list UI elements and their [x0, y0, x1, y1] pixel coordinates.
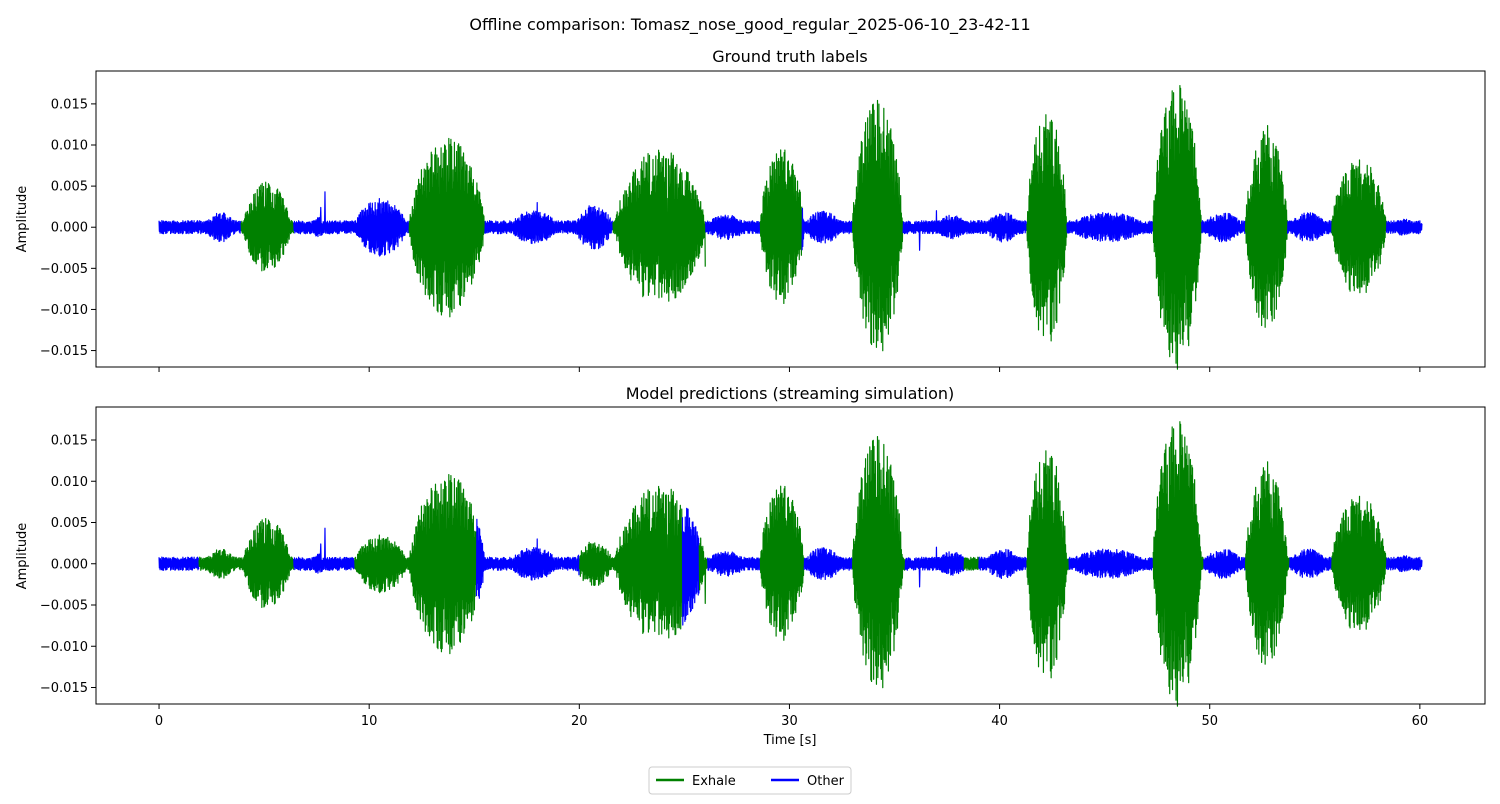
trace-segment-exhale [698, 537, 708, 604]
x-tick-label: 0 [155, 714, 163, 729]
x-tick-label: 60 [1412, 714, 1429, 729]
trace-segment-other [1289, 548, 1333, 578]
trace-segment-other [803, 547, 853, 581]
trace-segment-other [904, 546, 965, 588]
axes-frame-model-predictions [95, 406, 1486, 705]
trace-segment-other [705, 214, 761, 241]
trace-segment-other [681, 507, 700, 626]
y-tick-label: 0.015 [51, 97, 88, 112]
trace-segment-exhale [354, 474, 477, 655]
y-tick-label: 0.000 [51, 221, 88, 236]
axes-frame-ground-truth [95, 70, 1486, 368]
x-tick-label: 20 [571, 714, 588, 729]
trace-segment-other [1385, 218, 1423, 236]
trace-segment-exhale [851, 435, 906, 689]
trace-segment-other [293, 191, 410, 257]
trace-segment-other [293, 527, 356, 574]
trace-segment-exhale [198, 518, 294, 608]
x-tick-label: 30 [781, 714, 798, 729]
x-tick-label: 50 [1201, 714, 1218, 729]
x-ticks-model-predictions: 0 10 20 30 40 50 60 [155, 704, 1428, 729]
traces-ground-truth [158, 85, 1423, 370]
y-tick-label: 0.000 [51, 557, 88, 572]
panel-title-model-predictions: Model predictions (streaming simulation) [626, 384, 955, 403]
y-tick-label: 0.015 [51, 434, 88, 449]
panel-title-ground-truth: Ground truth labels [712, 47, 867, 66]
trace-segment-exhale [759, 149, 803, 305]
trace-segment-exhale [851, 99, 904, 352]
panel-ground-truth: Ground truth labels Amplitude −0.015−0.0… [15, 47, 1486, 372]
trace-segment-other [902, 210, 1028, 251]
legend-label-exhale: Exhale [692, 774, 736, 789]
trace-segment-other [1068, 548, 1154, 579]
y-tick-label: 0.010 [51, 475, 88, 490]
y-tick-label: −0.015 [40, 344, 88, 359]
y-axis-label-model-predictions: Amplitude [15, 523, 30, 590]
y-ticks-model-predictions: −0.015 −0.010 −0.005 0.000 0.005 0.010 0.015 [40, 434, 96, 696]
trace-segment-other [978, 548, 1028, 580]
trace-segment-exhale [1152, 85, 1202, 370]
trace-segment-other [707, 551, 761, 577]
y-tick-label: −0.015 [40, 681, 88, 696]
x-axis-label: Time [s] [763, 733, 817, 748]
figure-title: Offline comparison: Tomasz_nose_good_reg… [469, 15, 1030, 35]
legend-label-other: Other [807, 774, 845, 789]
trace-segment-other [1385, 555, 1423, 573]
y-tick-label: 0.005 [51, 516, 88, 531]
trace-segment-exhale [1026, 450, 1070, 679]
trace-segment-exhale [759, 485, 805, 641]
trace-segment-exhale [1331, 495, 1387, 630]
panel-model-predictions: Model predictions (streaming simulation)… [15, 384, 1486, 748]
x-tick-label: 40 [991, 714, 1008, 729]
legend: Exhale Other [648, 766, 852, 795]
trace-segment-exhale [963, 556, 980, 571]
trace-segment-exhale [1152, 421, 1204, 707]
y-tick-label: −0.010 [40, 303, 88, 318]
legend-frame [648, 766, 852, 795]
trace-segment-exhale [579, 485, 683, 639]
trace-segment-exhale [1244, 461, 1290, 665]
trace-segment-other [158, 556, 200, 571]
y-tick-label: −0.005 [40, 262, 88, 277]
trace-segment-other [158, 212, 242, 243]
y-tick-label: 0.010 [51, 139, 88, 154]
trace-segment-other [1201, 212, 1246, 243]
trace-segment-other [484, 201, 614, 250]
y-tick-label: 0.005 [51, 180, 88, 195]
x-tick-label: 10 [361, 714, 378, 729]
y-tick-label: −0.005 [40, 599, 88, 614]
trace-segment-exhale [1026, 114, 1068, 342]
trace-segment-exhale [1244, 125, 1288, 328]
trace-segment-exhale [1331, 159, 1387, 294]
y-axis-label-ground-truth: Amplitude [15, 186, 30, 253]
trace-segment-other [475, 518, 580, 599]
x-ticks-ground-truth [158, 367, 1421, 372]
trace-segment-other [801, 207, 853, 251]
trace-segment-exhale [240, 181, 294, 272]
trace-segment-other [1066, 212, 1154, 243]
trace-segment-other [1203, 549, 1246, 579]
trace-segment-other [1287, 212, 1333, 242]
traces-model-predictions [158, 421, 1423, 707]
trace-segment-exhale [408, 137, 486, 318]
y-tick-label: −0.010 [40, 640, 88, 655]
trace-segment-exhale [612, 149, 706, 302]
y-ticks-ground-truth: −0.015 −0.010 −0.005 0.000 0.005 0.010 0.015 [40, 97, 96, 359]
